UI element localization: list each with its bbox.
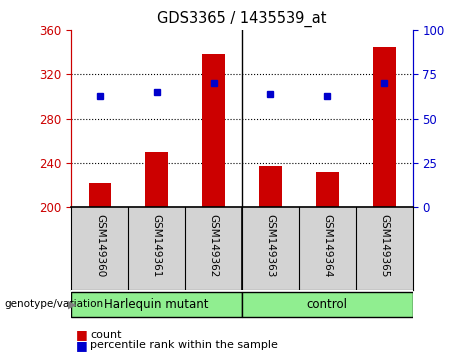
Text: Harlequin mutant: Harlequin mutant	[105, 298, 209, 311]
Text: genotype/variation: genotype/variation	[5, 299, 104, 309]
Bar	[242, 292, 413, 317]
Bar	[259, 166, 282, 207]
Text: GSM149362: GSM149362	[208, 214, 219, 277]
Bar	[145, 152, 168, 207]
Text: GSM149363: GSM149363	[266, 214, 276, 277]
Text: ▶: ▶	[68, 299, 77, 309]
Text: GSM149365: GSM149365	[379, 214, 389, 277]
Bar	[71, 292, 242, 317]
Text: GSM149364: GSM149364	[322, 214, 332, 277]
Text: count: count	[90, 330, 121, 339]
Text: ■: ■	[76, 339, 88, 352]
Text: GSM149360: GSM149360	[95, 214, 105, 277]
Bar	[373, 47, 396, 207]
Text: ■: ■	[76, 328, 88, 341]
Text: GSM149361: GSM149361	[152, 214, 162, 277]
Bar	[202, 55, 225, 207]
Text: control: control	[307, 298, 348, 311]
Bar	[89, 183, 111, 207]
Bar	[316, 172, 339, 207]
Text: percentile rank within the sample: percentile rank within the sample	[90, 340, 278, 350]
Title: GDS3365 / 1435539_at: GDS3365 / 1435539_at	[157, 11, 327, 27]
